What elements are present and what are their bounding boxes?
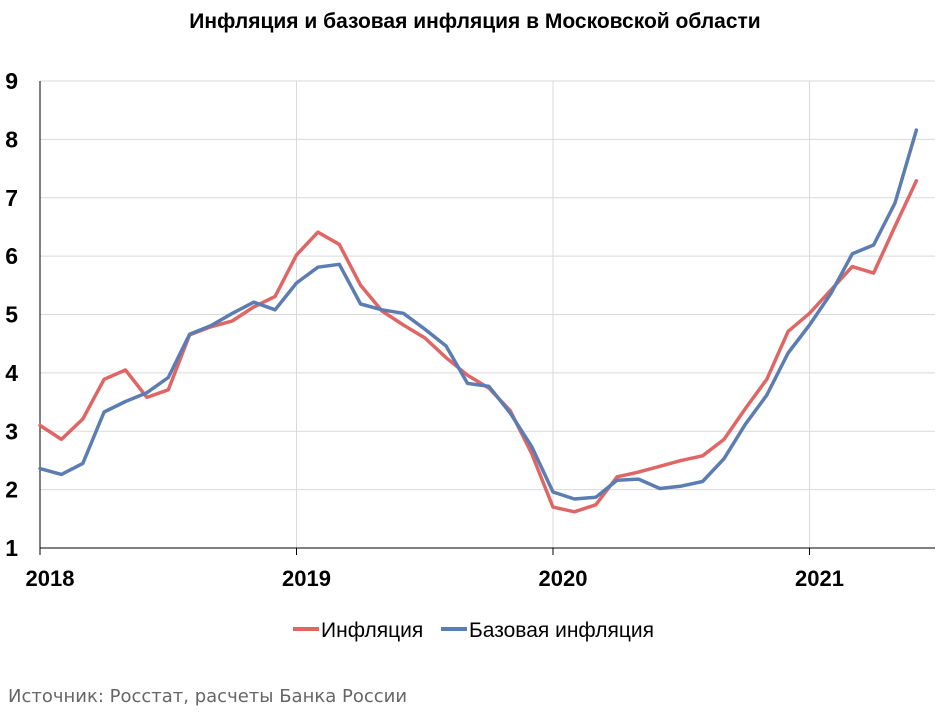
- legend-label-2: Базовая инфляция: [469, 619, 654, 642]
- y-tick-label: 4: [5, 360, 18, 386]
- source-note: Источник: Росстат, расчеты Банка России: [8, 686, 408, 707]
- series-line-2: [38, 128, 919, 501]
- x-tick-label: 2021: [795, 566, 844, 591]
- x-tick-label: 2020: [539, 566, 588, 591]
- y-tick-label: 5: [5, 302, 18, 328]
- y-tick-label: 7: [5, 185, 18, 211]
- x-tick-label: 2018: [26, 566, 75, 591]
- y-tick-label: 9: [5, 68, 18, 94]
- chart-title: Инфляция и базовая инфляция в Московской…: [189, 10, 761, 33]
- y-tick-label: 6: [5, 243, 18, 269]
- chart-axes: 1 2 3 4 5 6 7 8 9 2018 2019 2020 2021: [5, 68, 935, 591]
- series-line-1: [38, 179, 919, 514]
- chart-lines: [38, 128, 919, 514]
- chart-grid: [40, 80, 935, 548]
- legend-label-1: Инфляция: [321, 619, 423, 642]
- x-tick-label: 2019: [282, 566, 331, 591]
- chart-legend: Инфляция Базовая инфляция: [293, 619, 654, 642]
- y-tick-label: 2: [5, 477, 18, 503]
- y-tick-label: 3: [5, 418, 18, 444]
- y-tick-label: 8: [5, 126, 18, 152]
- y-tick-label: 1: [5, 535, 18, 561]
